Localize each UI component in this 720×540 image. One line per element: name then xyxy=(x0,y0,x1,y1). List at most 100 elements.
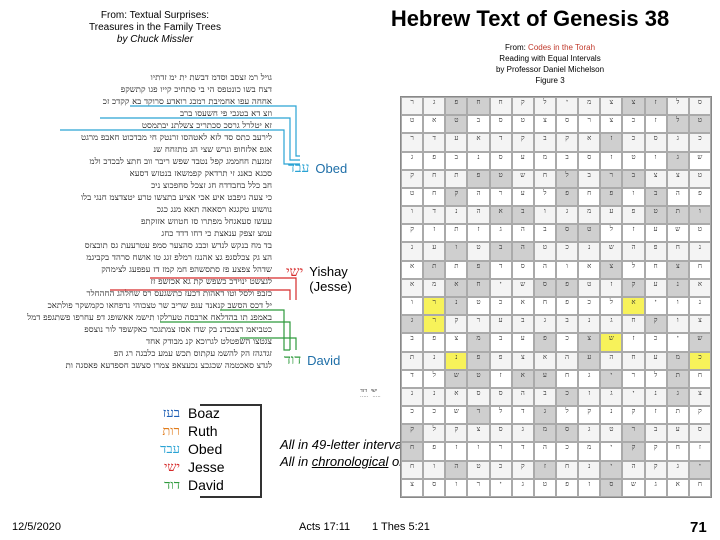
obed-annotation: עבד Obed xyxy=(288,160,347,177)
grid-cell: ד xyxy=(511,442,534,461)
grid-cell: ז xyxy=(644,406,667,425)
grid-cell: צ xyxy=(511,351,534,370)
grid-cell: א xyxy=(445,278,468,297)
grid-cell: ח xyxy=(688,369,711,388)
legend-row-obed: עבד Obed xyxy=(120,440,222,458)
obed-connector-2 xyxy=(100,117,300,161)
grid-cell: פ xyxy=(445,97,468,116)
grid-cell: ט xyxy=(467,369,490,388)
grid-cell: ג xyxy=(423,97,446,116)
grid-cell: צ xyxy=(467,424,490,443)
grid-cell: ו xyxy=(688,206,711,225)
grid-cell: מ xyxy=(467,333,490,352)
grid-cell: מ xyxy=(578,206,601,225)
grid-cell: א xyxy=(511,369,534,388)
david-connector-2 xyxy=(160,321,291,350)
jesse-annotation: ישי Yishay (Jesse) xyxy=(286,264,352,294)
hebrew-text-line: נוושוע טקגגא רסאאה תאא מנג כגכ xyxy=(156,205,272,215)
hebrew-text-line: וזצ דא בטגכי פי חשעסו ברב xyxy=(179,109,272,119)
grid-cell: נ xyxy=(445,206,468,225)
grid-cell: צ xyxy=(578,333,601,352)
legend-name-boaz: Boaz xyxy=(188,405,220,421)
grid-cell: ב xyxy=(578,169,601,188)
grid-cell: ס xyxy=(423,478,446,497)
grid-cell: ז xyxy=(423,224,446,243)
grid-cell: נ xyxy=(467,151,490,170)
grid-cell: ש xyxy=(445,369,468,388)
grid-cell: ת xyxy=(445,224,468,243)
grid-cell: ש xyxy=(445,406,468,425)
grid-cell: ב xyxy=(511,315,534,334)
grid-cell: פ xyxy=(467,351,490,370)
grid-cell: ט xyxy=(688,224,711,243)
grid-cell: ה xyxy=(445,460,468,479)
grid-cell: ט xyxy=(644,206,667,225)
grid-cell: י xyxy=(666,333,689,352)
grid-cell: צ xyxy=(688,315,711,334)
grid-cell: פ xyxy=(556,278,579,297)
grid-cell: ל xyxy=(666,115,689,134)
grid-cell: ג xyxy=(511,424,534,443)
grid-cell: ב xyxy=(445,151,468,170)
hebrew-text-line: זא יטלרל גרסכ סכתריכ צשלתנ יבתמסט xyxy=(141,121,272,131)
hebrew-text-line: צגטצו השפטלט לגרוכא קנ מבודק אחד xyxy=(145,337,272,347)
grid-cell: צ xyxy=(622,97,645,116)
grid-cell: ט xyxy=(401,187,424,207)
legend-heb-jesse: ישי xyxy=(163,460,180,475)
legend-name-david: David xyxy=(188,477,224,493)
grid-cell: פ xyxy=(600,187,623,207)
hebrew-text-line: אגפ אלזחופ ונרש שצי הג מתזחח שנ xyxy=(153,145,272,155)
grid-cell: צ xyxy=(533,115,556,134)
grid-cell: פ xyxy=(688,187,711,207)
grid-cell: כ xyxy=(401,406,424,425)
grid-cell: ב xyxy=(489,242,512,261)
grid-cell: ו xyxy=(533,206,556,225)
obed-connector-3 xyxy=(60,129,300,165)
grid-cell: ז xyxy=(622,224,645,243)
mini-table-image: דוד ישי ····· ····· xyxy=(360,388,381,400)
grid-cell: מ xyxy=(666,351,689,370)
hebrew-text-line: כי צעה גיפבט איע אכי אציע בתצשו טרע יטצד… xyxy=(80,193,272,203)
grid-cell: פ xyxy=(644,242,667,261)
grid-cell: ק xyxy=(644,460,667,479)
grid-cell: י xyxy=(600,460,623,479)
grid-cell: ט xyxy=(622,151,645,170)
grid-cell: ע xyxy=(511,333,534,352)
grid-cell: ו xyxy=(644,151,667,170)
grid-cell: ה xyxy=(511,242,534,261)
grid-cell: פ xyxy=(423,333,446,352)
grid-cell: ד xyxy=(467,406,490,425)
grid-cell: ז xyxy=(467,224,490,243)
grid-cell: ה xyxy=(533,442,556,461)
grid-cell: ח xyxy=(688,478,711,497)
grid-cell: ק xyxy=(556,133,579,152)
grid-cell: ד xyxy=(423,206,446,225)
grid-cell: ח xyxy=(622,315,645,334)
grid-cell: ג xyxy=(666,151,689,170)
grid-cell: ה xyxy=(556,351,579,370)
source-figure: Figure 3 xyxy=(535,76,565,85)
grid-cell: ז xyxy=(600,151,623,170)
grid-cell: ב xyxy=(622,169,645,188)
grid-cell: ע xyxy=(644,224,667,243)
grid-cell: ט xyxy=(688,169,711,188)
grid-cell: ז xyxy=(600,278,623,297)
grid-cell: ק xyxy=(401,424,424,443)
grid-cell: ש xyxy=(600,333,623,352)
grid-cell: צ xyxy=(600,115,623,134)
grid-cell: ו xyxy=(666,297,689,316)
grid-cell: י xyxy=(622,387,645,407)
grid-cell: י xyxy=(644,297,667,316)
grid-cell: ט xyxy=(467,460,490,479)
grid-cell: א xyxy=(401,260,424,279)
david-label: David xyxy=(307,353,341,368)
grid-cell: ה xyxy=(666,187,689,207)
grid-cell: ת xyxy=(423,260,446,279)
jesse-label: (Jesse) xyxy=(309,279,352,294)
grid-cell: ר xyxy=(622,424,645,443)
grid-cell: ו xyxy=(467,442,490,461)
grid-cell: ק xyxy=(578,406,601,425)
legend-heb-david: דוד xyxy=(164,478,180,493)
grid-cell: ז xyxy=(489,369,512,388)
grid-cell: ע xyxy=(644,278,667,297)
